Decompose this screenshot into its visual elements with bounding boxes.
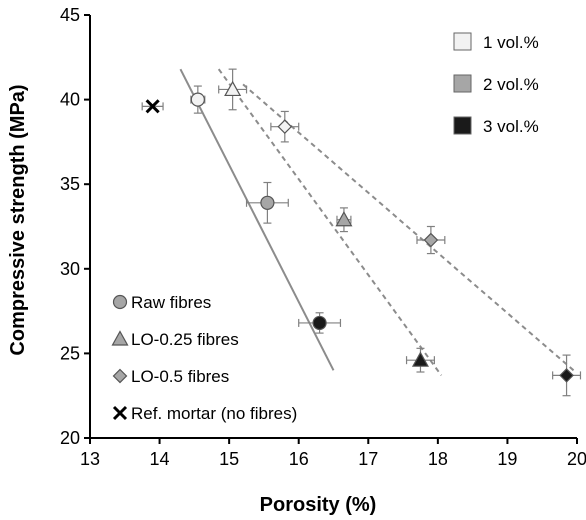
trendline-1 bbox=[217, 68, 443, 376]
legend-label: Ref. mortar (no fibres) bbox=[131, 404, 297, 423]
cross-stroke-b bbox=[112, 405, 128, 421]
y-tick-label: 25 bbox=[60, 343, 80, 363]
legend-label: LO-0.5 fibres bbox=[131, 367, 229, 386]
y-tick-label: 45 bbox=[60, 5, 80, 25]
y-tick-label: 40 bbox=[60, 90, 80, 110]
data-point-circle-1 bbox=[260, 195, 275, 210]
x-axis-title: Porosity (%) bbox=[260, 494, 377, 516]
legend-swatch bbox=[453, 116, 472, 135]
legend-label: 2 vol.% bbox=[483, 75, 539, 94]
y-axis-title: Compressive strength (MPa) bbox=[7, 84, 29, 355]
x-tick-label: 16 bbox=[289, 449, 309, 469]
cross-stroke-b bbox=[145, 99, 160, 114]
trendline-2 bbox=[242, 83, 575, 372]
data-point-triangle-0 bbox=[224, 80, 242, 97]
legend-swatch bbox=[453, 74, 472, 93]
axes: 13 14 15 16 17 18 19 20 20 25 30 35 40 45 bbox=[60, 5, 586, 469]
plot-area bbox=[141, 68, 582, 397]
data-point-diamond-2 bbox=[559, 368, 574, 383]
legend-marker-diamond bbox=[112, 368, 128, 384]
data-point-triangle-1 bbox=[335, 210, 353, 227]
x-tick-label: 15 bbox=[219, 449, 239, 469]
data-point-triangle-2 bbox=[411, 351, 429, 367]
x-tick-label: 19 bbox=[497, 449, 517, 469]
legend-label: Raw fibres bbox=[131, 293, 211, 312]
legend: 1 vol.% 2 vol.% 3 vol.% Raw fibres LO-0.25 f… bbox=[111, 32, 539, 423]
data-point-diamond-1 bbox=[423, 232, 439, 248]
y-tick-label: 20 bbox=[60, 428, 80, 448]
legend-marker-triangle bbox=[111, 330, 129, 346]
legend-label: LO-0.25 fibres bbox=[131, 330, 239, 349]
trendline-0 bbox=[179, 68, 335, 371]
legend-marker-cross bbox=[112, 405, 128, 421]
data-point-cross-0 bbox=[145, 99, 160, 114]
x-tick-label: 13 bbox=[80, 449, 100, 469]
data-point-circle-2 bbox=[312, 315, 327, 331]
y-tick-label: 35 bbox=[60, 174, 80, 194]
x-tick-label: 20 bbox=[567, 449, 586, 469]
legend-marker-circle bbox=[112, 294, 128, 310]
data-point-diamond-0 bbox=[277, 119, 293, 135]
data-point-circle-0 bbox=[190, 92, 205, 107]
legend-label: 3 vol.% bbox=[483, 117, 539, 136]
legend-label: 1 vol.% bbox=[483, 33, 539, 52]
x-tick-label: 14 bbox=[150, 449, 170, 469]
x-tick-label: 18 bbox=[428, 449, 448, 469]
legend-swatch bbox=[453, 32, 472, 51]
y-tick-label: 30 bbox=[60, 259, 80, 279]
x-tick-label: 17 bbox=[358, 449, 378, 469]
